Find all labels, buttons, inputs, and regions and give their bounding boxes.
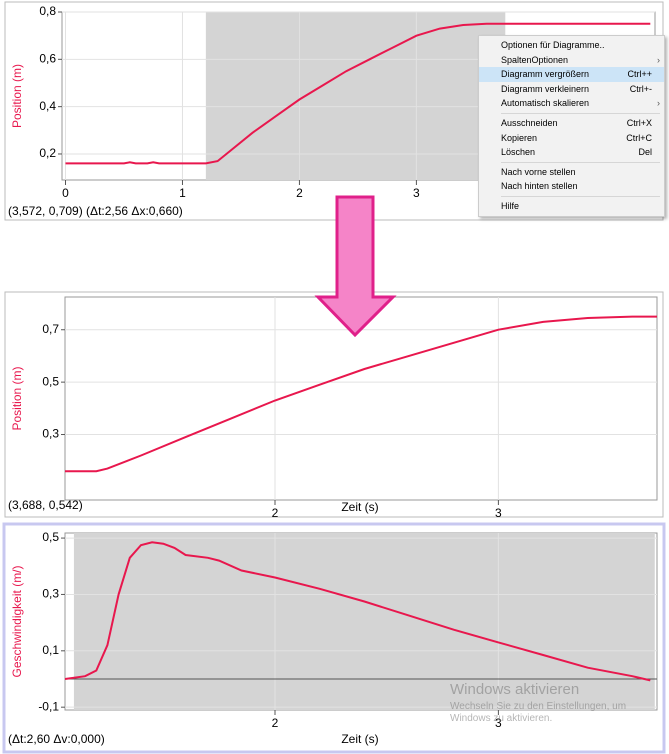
menu-item[interactable]: Nach hinten stellen (479, 179, 664, 194)
y-tick-label: 0,1 (42, 643, 59, 657)
menu-label: SpaltenOptionen (501, 54, 569, 65)
submenu-arrow: › (657, 98, 660, 109)
menu-label: Löschen (501, 147, 536, 158)
status-text: (3,572, 0,709) (Δt:2,56 Δx:0,660) (8, 204, 183, 218)
y-tick-label: 0,6 (39, 51, 56, 65)
menu-item[interactable]: Löschen Del (479, 145, 664, 160)
menu-label: Kopieren (501, 132, 538, 143)
y-axis-label: Geschwindigkeit (m/) (10, 565, 24, 677)
data-line (64, 541, 651, 682)
menu-label: Nach vorne stellen (501, 166, 576, 177)
data-line (65, 22, 651, 165)
menu-item[interactable]: Nach vorne stellen (479, 165, 664, 180)
x-tick-label: 2 (296, 186, 303, 200)
menu-label: Optionen für Diagramme.. (501, 40, 605, 50)
arrow (314, 195, 397, 338)
x-tick-label: 1 (179, 186, 186, 200)
y-tick-label: -0,1 (38, 699, 59, 713)
menu-item[interactable]: SpaltenOptionen › (479, 53, 664, 68)
context-menu: Optionen für Diagramme.. SpaltenOptionen ›… (478, 35, 665, 217)
menu-item[interactable]: Diagramm vergrößern Ctrl++ (479, 67, 664, 82)
menu-label: Hilfe (501, 200, 520, 211)
y-tick-label: 0,3 (42, 587, 59, 601)
x-axis-label: Zeit (s) (341, 732, 378, 746)
y-tick-label: 0,3 (42, 427, 59, 441)
x-tick-label: 2 (272, 716, 279, 730)
submenu-arrow: › (657, 54, 660, 65)
menu-shortcut: Ctrl+X (626, 117, 652, 128)
menu-item[interactable]: Ausschneiden Ctrl+X (479, 116, 664, 131)
watermark-title: Windows aktivieren (450, 681, 580, 698)
y-tick-label: 0,2 (39, 146, 56, 160)
menu-item[interactable]: Hilfe (479, 199, 664, 214)
y-tick-label: 0,8 (39, 4, 56, 18)
menu-label: Ausschneiden (501, 117, 558, 128)
y-tick-label: 0,5 (42, 374, 59, 388)
menu-label: Diagramm vergrößern (501, 69, 590, 80)
y-tick-label: 0,4 (39, 99, 56, 113)
menu-separator (501, 161, 660, 163)
x-tick-label: 3 (413, 186, 420, 200)
menu-item[interactable]: Automatisch skalieren › (479, 96, 664, 111)
menu-separator (501, 195, 660, 197)
y-axis-label: Position (m) (10, 366, 24, 430)
x-tick-label: 3 (495, 716, 502, 730)
menu-label: Nach hinten stellen (501, 181, 578, 192)
status-text: (3,688, 0,542) (8, 498, 83, 512)
x-axis-label: Zeit (s) (341, 500, 378, 514)
watermark: Windows aktivieren Wechseln Sie zu den E… (450, 681, 650, 725)
status-text: (Δt:2,60 Δv:0,000) (8, 732, 105, 746)
data-line (65, 315, 657, 473)
y-axis-label: Position (m) (10, 64, 24, 128)
x-tick-label: 0 (62, 186, 69, 200)
y-tick-label: 0,5 (42, 530, 59, 544)
menu-shortcut: Ctrl+C (626, 132, 652, 143)
y-tick-label: 0,7 (42, 322, 59, 336)
menu-label: Diagramm verkleinern (501, 83, 590, 94)
menu-label: Automatisch skalieren (501, 98, 590, 109)
menu-shortcut: Ctrl+- (629, 83, 652, 94)
watermark-text: Wechseln Sie zu den Einstellungen, um Wi… (450, 701, 627, 724)
selection (205, 12, 506, 180)
menu-separator (501, 112, 660, 114)
x-tick-label: 2 (272, 506, 279, 520)
x-tick-label: 3 (495, 506, 502, 520)
menu-item[interactable]: Kopieren Ctrl+C (479, 131, 664, 146)
menu-item[interactable]: Diagramm verkleinern Ctrl+- (479, 82, 664, 97)
menu-shortcut: Del (638, 147, 652, 158)
selection (73, 533, 655, 710)
menu-item[interactable]: Optionen für Diagramme.. (479, 38, 664, 53)
menu-shortcut: Ctrl++ (627, 69, 652, 80)
